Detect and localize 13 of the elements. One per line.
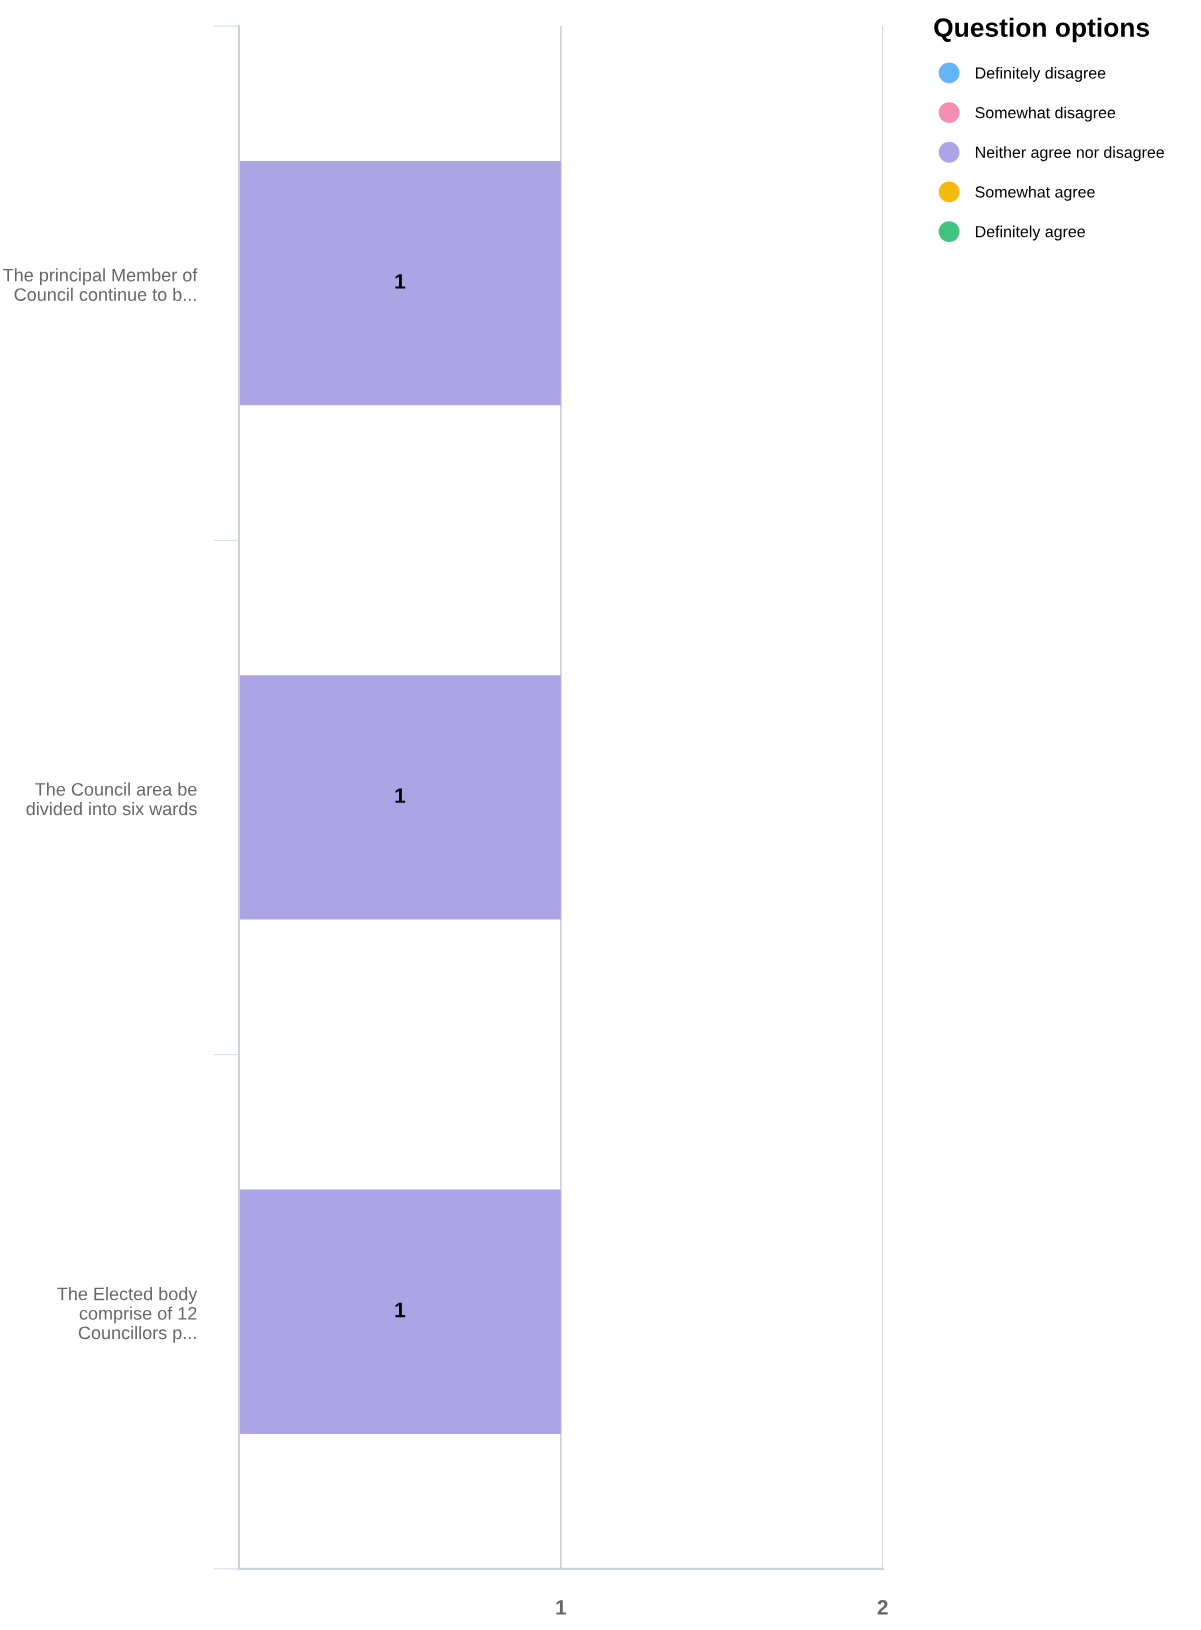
data-label: 1 <box>395 274 406 289</box>
legend-label: Definitely agree <box>975 225 1085 241</box>
legend-label: Somewhat agree <box>975 185 1095 201</box>
y-tick-label: The Elected body comprise of 12 Councillors p... <box>57 1287 198 1343</box>
x-tick-label: 2 <box>877 1599 888 1615</box>
legend-title: Question options <box>934 17 1150 43</box>
y-tick-label: The principal Member of Council continue to b... <box>3 268 198 301</box>
data-label: 1 <box>395 788 406 803</box>
legend-label: Definitely disagree <box>975 66 1106 82</box>
data-label: 1 <box>395 1302 406 1318</box>
legend-label: Somewhat disagree <box>975 106 1116 122</box>
legend-label: Neither agree nor disagree <box>975 146 1164 162</box>
y-tick-label: The Council area be divided into six wards <box>26 782 197 816</box>
